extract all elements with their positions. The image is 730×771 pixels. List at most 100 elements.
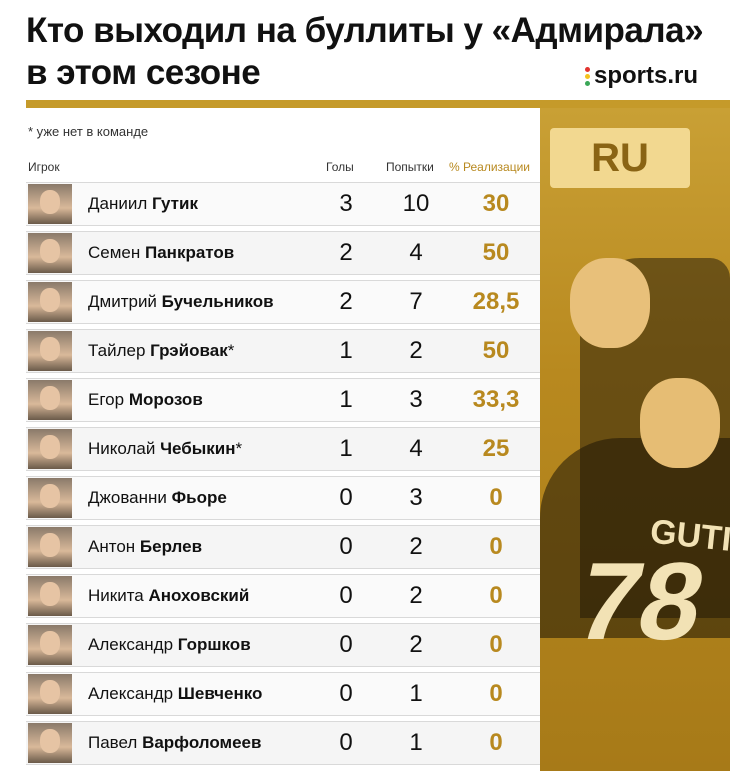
player-avatar — [28, 233, 72, 273]
table-row: Семен Панкратов 2 4 50 — [26, 231, 540, 275]
player-name: Даниил Гутик — [88, 183, 198, 225]
player-first-name: Александр — [88, 635, 174, 654]
player-last-name: Морозов — [128, 390, 203, 409]
table-row: Джованни Фьоре 0 3 0 — [26, 476, 540, 520]
attempts-value: 3 — [409, 484, 423, 511]
goals-value: 3 — [339, 190, 353, 217]
attempts-value: 7 — [409, 288, 423, 315]
footnote: * уже нет в команде — [28, 124, 149, 139]
column-header-pct: % Реализации — [449, 160, 530, 174]
page-title: Кто выходил на буллиты у «Адмирала» в эт… — [26, 10, 716, 94]
table-row: Егор Морозов 1 3 33,3 — [26, 378, 540, 422]
pct-value: 0 — [489, 680, 503, 707]
player-last-name: Гутик — [152, 194, 198, 213]
table-row: Антон Берлев 0 2 0 — [26, 525, 540, 569]
pct-value: 0 — [489, 631, 503, 658]
attempts-value: 2 — [409, 337, 423, 364]
table-row: Дмитрий Бучельников 2 7 28,5 — [26, 280, 540, 324]
sports-ru-logo: sports.ru — [585, 62, 698, 90]
pct-value: 0 — [489, 729, 503, 756]
player-name: Дмитрий Бучельников — [88, 281, 274, 323]
attempts-value: 10 — [402, 190, 430, 217]
player-name: Александр Горшков — [88, 624, 251, 666]
player-avatar — [28, 625, 72, 665]
player-name: Павел Варфоломеев — [88, 722, 261, 764]
table-row: Александр Горшков 0 2 0 — [26, 623, 540, 667]
player-first-name: Джованни — [88, 488, 167, 507]
attempts-value: 2 — [409, 631, 423, 658]
player-last-name: Шевченко — [177, 684, 263, 703]
goals-value: 0 — [339, 729, 353, 756]
table-row: Даниил Гутик 3 10 30 — [26, 182, 540, 226]
player-first-name: Дмитрий — [88, 292, 157, 311]
player-avatar — [28, 674, 72, 714]
title-line-2: в этом сезоне — [26, 53, 261, 92]
player-avatar — [28, 478, 72, 518]
pct-value: 0 — [489, 533, 503, 560]
player-last-name: Грэйовак — [150, 341, 228, 360]
photo-banner-text: RU — [550, 128, 690, 188]
goals-value: 0 — [339, 533, 353, 560]
pct-value: 28,5 — [472, 288, 520, 315]
player-name: Джованни Фьоре — [88, 477, 227, 519]
player-first-name: Тайлер — [88, 341, 146, 360]
player-avatar — [28, 380, 72, 420]
player-last-name: Чебыкин — [160, 439, 236, 458]
attempts-value: 1 — [409, 729, 423, 756]
player-first-name: Никита — [88, 586, 144, 605]
table-row: Александр Шевченко 0 1 0 — [26, 672, 540, 716]
former-player-mark: * — [235, 439, 243, 458]
logo-dots-icon — [585, 66, 590, 86]
player-first-name: Егор — [88, 390, 125, 409]
table-row: Тайлер Грэйовак* 1 2 50 — [26, 329, 540, 373]
column-header-player: Игрок — [28, 160, 60, 174]
player-name: Никита Аноховский — [88, 575, 249, 617]
goals-value: 0 — [339, 484, 353, 511]
player-avatar — [28, 527, 72, 567]
player-last-name: Варфоломеев — [142, 733, 262, 752]
player-first-name: Александр — [88, 684, 174, 703]
attempts-value: 2 — [409, 582, 423, 609]
attempts-value: 3 — [409, 386, 423, 413]
goals-value: 2 — [339, 239, 353, 266]
pct-value: 33,3 — [472, 386, 520, 413]
former-player-mark: * — [227, 341, 235, 360]
player-last-name: Бучельников — [161, 292, 274, 311]
pct-value: 25 — [482, 435, 510, 462]
player-name: Тайлер Грэйовак* — [88, 330, 234, 372]
player-avatar — [28, 184, 72, 224]
player-avatar — [28, 576, 72, 616]
table-row: Николай Чебыкин* 1 4 25 — [26, 427, 540, 471]
attempts-value: 1 — [409, 680, 423, 707]
column-header-attempts: Попытки — [386, 160, 434, 174]
table-row: Никита Аноховский 0 2 0 — [26, 574, 540, 618]
column-header-goals: Голы — [326, 160, 354, 174]
goals-value: 1 — [339, 386, 353, 413]
attempts-value: 4 — [409, 239, 423, 266]
player-last-name: Панкратов — [145, 243, 235, 262]
player-first-name: Семен — [88, 243, 141, 262]
player-first-name: Павел — [88, 733, 138, 752]
players-table: Даниил Гутик 3 10 30 Семен Панкратов 2 4 50 Дмит… — [26, 182, 540, 770]
player-name: Александр Шевченко — [88, 673, 262, 715]
player-first-name: Даниил — [88, 194, 148, 213]
title-line-1: Кто выходил на буллиты у «Адмирала» — [26, 11, 704, 50]
player-last-name: Аноховский — [148, 586, 250, 605]
player-photo: RU GUTIK 78 — [540, 108, 730, 771]
goals-value: 1 — [339, 435, 353, 462]
pct-value: 50 — [482, 239, 510, 266]
pct-value: 30 — [482, 190, 510, 217]
attempts-value: 2 — [409, 533, 423, 560]
pct-value: 0 — [489, 484, 503, 511]
logo-text: sports.ru — [594, 62, 699, 89]
player-avatar — [28, 282, 72, 322]
pct-value: 50 — [482, 337, 510, 364]
player-avatar — [28, 723, 72, 763]
player-name: Егор Морозов — [88, 379, 203, 421]
player-name: Семен Панкратов — [88, 232, 234, 274]
player-avatar — [28, 331, 72, 371]
goals-value: 0 — [339, 631, 353, 658]
player-last-name: Фьоре — [171, 488, 227, 507]
attempts-value: 4 — [409, 435, 423, 462]
goals-value: 0 — [339, 582, 353, 609]
